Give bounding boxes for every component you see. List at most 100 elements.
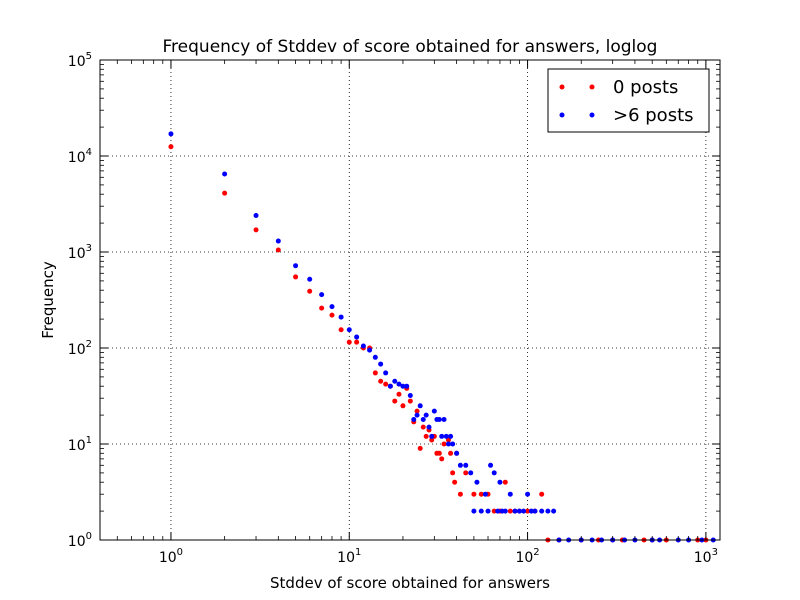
data-point xyxy=(450,441,456,447)
data-point xyxy=(411,416,417,422)
data-point xyxy=(445,441,451,447)
data-point xyxy=(307,288,313,294)
data-point xyxy=(448,450,454,456)
data-point xyxy=(354,334,360,340)
data-point xyxy=(387,383,393,389)
data-point xyxy=(367,347,373,353)
x-tick-label: 100 xyxy=(159,547,183,566)
legend: 0 posts >6 posts xyxy=(547,68,710,133)
data-point xyxy=(378,378,384,384)
x-tick-label: 102 xyxy=(515,547,539,566)
data-point xyxy=(457,462,463,468)
legend-label-6-posts: >6 posts xyxy=(613,105,694,126)
y-tick-label: 100 xyxy=(68,531,92,550)
data-point xyxy=(471,491,477,497)
data-point xyxy=(319,305,325,311)
data-point xyxy=(338,314,344,320)
data-point xyxy=(429,433,435,439)
x-tick-label: 101 xyxy=(337,547,361,566)
x-axis-label: Stddev of score obtained for answers xyxy=(270,574,550,592)
data-point xyxy=(372,354,378,360)
y-tick-label: 104 xyxy=(68,147,92,166)
data-point xyxy=(407,393,413,399)
data-point xyxy=(383,370,389,376)
data-point xyxy=(417,445,423,451)
data-point xyxy=(468,470,474,476)
data-point xyxy=(414,408,420,414)
data-point xyxy=(319,292,325,298)
data-point xyxy=(443,433,449,439)
data-point xyxy=(222,190,228,196)
data-point xyxy=(528,508,534,514)
data-point xyxy=(275,238,281,244)
x-tick-label: 103 xyxy=(694,547,718,566)
data-point xyxy=(445,437,451,443)
legend-box xyxy=(547,68,710,133)
data-point xyxy=(507,491,513,497)
data-point xyxy=(551,508,557,514)
data-point xyxy=(275,247,281,253)
data-point xyxy=(512,508,518,514)
data-point xyxy=(329,312,335,318)
data-point xyxy=(426,424,432,430)
data-point xyxy=(491,470,497,476)
legend-marker-0-posts xyxy=(559,84,565,90)
data-point xyxy=(545,508,551,514)
data-point xyxy=(396,391,402,397)
data-point xyxy=(420,424,426,430)
data-point xyxy=(436,416,442,422)
data-point xyxy=(253,212,259,218)
data-point xyxy=(463,470,469,476)
legend-label-0-posts: 0 posts xyxy=(613,77,678,98)
data-point xyxy=(400,403,406,409)
data-point xyxy=(441,441,447,447)
data-point xyxy=(491,508,497,514)
data-point xyxy=(539,491,545,497)
y-tick-label: 101 xyxy=(68,435,92,454)
data-point xyxy=(420,416,426,422)
data-point xyxy=(392,398,398,404)
y-tick-label: 102 xyxy=(68,339,92,358)
data-point xyxy=(539,508,545,514)
data-point xyxy=(168,144,174,150)
data-point xyxy=(450,470,456,476)
data-point xyxy=(478,491,484,497)
data-point xyxy=(372,370,378,376)
data-point xyxy=(417,403,423,409)
data-point xyxy=(431,408,437,414)
data-point xyxy=(457,491,463,497)
legend-marker-0-posts xyxy=(589,84,595,90)
data-point xyxy=(525,491,531,497)
legend-marker-6-posts xyxy=(589,112,595,118)
data-point xyxy=(329,304,335,310)
data-point xyxy=(293,274,299,280)
data-point xyxy=(439,456,445,462)
data-point xyxy=(222,171,228,177)
data-point xyxy=(360,343,366,349)
data-point xyxy=(407,398,413,404)
data-point xyxy=(507,508,513,514)
data-point xyxy=(463,462,469,468)
data-point xyxy=(307,276,313,282)
data-point xyxy=(429,437,435,443)
data-point xyxy=(448,433,454,439)
data-point xyxy=(168,131,174,137)
legend-marker-6-posts xyxy=(559,112,565,118)
data-point xyxy=(253,227,259,233)
axis-ticks: 100 101 102 103 100 101 102 103 104 105 xyxy=(68,51,720,566)
data-point xyxy=(414,412,420,418)
data-point xyxy=(354,339,360,345)
data-point xyxy=(338,327,344,333)
data-point xyxy=(478,508,484,514)
data-point xyxy=(452,479,458,485)
data-point xyxy=(532,508,538,514)
data-point xyxy=(521,508,527,514)
data-point xyxy=(396,381,402,387)
data-point xyxy=(525,508,531,514)
data-point xyxy=(502,508,508,514)
data-point xyxy=(471,508,477,514)
data-point xyxy=(383,381,389,387)
data-point xyxy=(488,462,494,468)
data-point xyxy=(346,327,352,333)
